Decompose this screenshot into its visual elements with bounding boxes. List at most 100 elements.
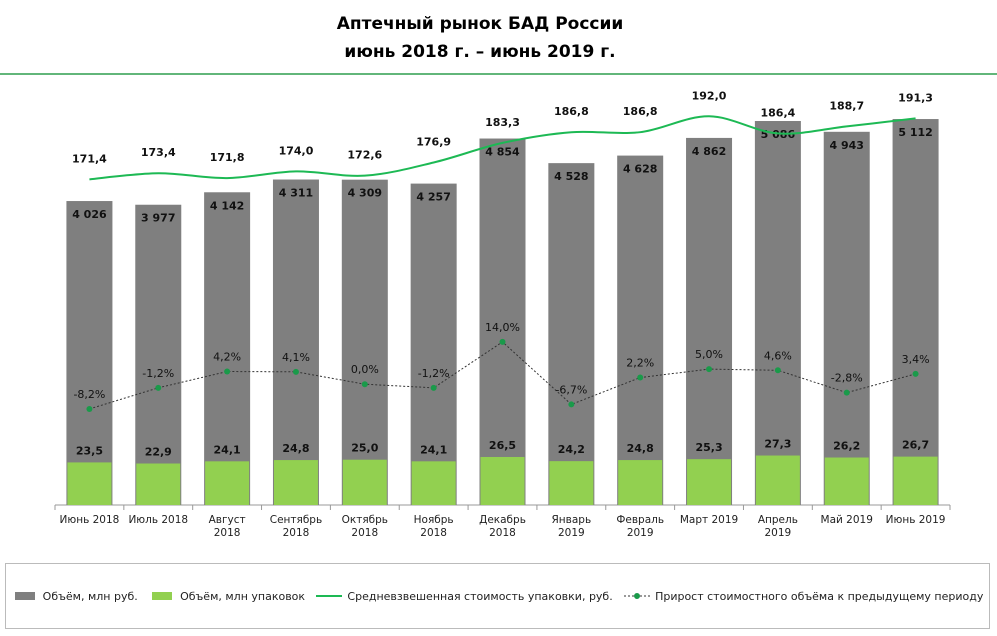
data-label: 188,7: [829, 99, 864, 112]
line: [89, 115, 916, 181]
bar: [273, 460, 318, 505]
data-label: 0,0%: [351, 363, 379, 376]
bar: [205, 461, 250, 505]
bar: [755, 455, 800, 505]
data-label: 23,5: [76, 444, 103, 457]
data-label: 4,6%: [764, 349, 792, 362]
bar: [754, 121, 801, 505]
x-tick-label: Июнь 2018: [59, 514, 120, 526]
point: [568, 401, 575, 408]
legend-key: [316, 595, 343, 597]
x-tick-label: Декабрь 2018: [479, 514, 526, 539]
bar: [410, 183, 457, 505]
bar: [548, 163, 595, 506]
point: [86, 405, 93, 412]
data-label: 22,9: [145, 446, 172, 459]
bar: [823, 131, 870, 505]
legend-label: Прирост стоимостного объёма к предыдущем…: [655, 589, 984, 603]
bar: [824, 457, 869, 505]
data-label: 3,4%: [902, 353, 930, 366]
data-label: 5 112: [898, 126, 932, 139]
data-label: 4,1%: [282, 351, 310, 364]
data-label: 4 311: [279, 187, 313, 200]
legend: Объём, млн руб. Объём, млн упаковок Средне…: [5, 563, 990, 629]
point: [292, 368, 299, 375]
data-label: 174,0: [279, 144, 314, 157]
point: [499, 338, 506, 345]
data-label: 4 628: [623, 163, 657, 176]
data-label: 24,8: [627, 442, 654, 455]
data-label: 192,0: [692, 89, 727, 102]
legend-item: Средневзвешенная стоимость упаковки, руб…: [316, 589, 613, 603]
data-label: -1,2%: [418, 367, 450, 380]
data-label: 172,6: [347, 149, 382, 162]
data-label: 26,2: [833, 440, 860, 453]
data-label: 4,2%: [213, 351, 241, 364]
point: [912, 370, 919, 377]
data-label: 176,9: [416, 135, 451, 148]
bar: [136, 463, 181, 505]
data-label: 183,3: [485, 116, 520, 129]
data-label: 4 257: [416, 191, 450, 204]
data-label: 5 086: [761, 128, 796, 141]
x-tick-label: Январь 2019: [551, 514, 592, 539]
bar: [342, 459, 387, 505]
legend-item: Объём, млн упаковок: [149, 590, 305, 603]
x-tick-label: Сентябрь 2018: [269, 514, 323, 539]
bar: [549, 461, 594, 505]
legend-label: Средневзвешенная стоимость упаковки, руб…: [347, 589, 613, 603]
data-label: 173,4: [141, 146, 176, 159]
bar: [272, 179, 319, 505]
data-label: 4 309: [348, 187, 382, 200]
data-label: 27,3: [764, 438, 791, 451]
legend-item: Объём, млн руб.: [12, 590, 138, 603]
data-label: 24,2: [558, 443, 585, 456]
data-label: 24,8: [282, 442, 309, 455]
data-label: 3 977: [141, 212, 175, 225]
data-label: 4 528: [554, 170, 588, 183]
data-label: 14,0%: [485, 321, 520, 334]
point: [430, 384, 437, 391]
legend-key: [624, 593, 651, 599]
x-tick-label: Октябрь 2018: [341, 514, 388, 539]
chart: Аптечный рынок БАД России июнь 2018 г. –…: [0, 14, 997, 510]
point: [155, 384, 162, 391]
legend-item: Прирост стоимостного объёма к предыдущем…: [624, 590, 983, 603]
chart-title: Аптечный рынок БАД России: [337, 14, 624, 34]
point: [774, 367, 781, 374]
x-tick-label: Март 2019: [679, 514, 739, 526]
data-label: 186,8: [554, 105, 589, 118]
bar: [686, 137, 733, 505]
x-tick-label: Апрель 2019: [757, 514, 798, 539]
x-tick-label: Ноябрь 2018: [413, 514, 454, 539]
x-tick-label: Август 2018: [208, 514, 246, 539]
data-label: 4 862: [692, 145, 726, 158]
bar: [341, 179, 388, 505]
bar: [204, 192, 251, 506]
data-label: -2,8%: [831, 372, 863, 385]
legend-swatch: [634, 593, 641, 599]
point: [361, 381, 368, 388]
data-label: 186,8: [623, 105, 658, 118]
data-label: 5,0%: [695, 348, 723, 361]
bar: [479, 138, 526, 505]
data-label: 25,3: [695, 441, 722, 454]
legend-key: [14, 592, 35, 600]
bar: [67, 462, 112, 505]
bar: [480, 456, 525, 505]
legend-swatch: [14, 592, 35, 600]
chart-subtitle: июнь 2018 г. – июнь 2019 г.: [344, 42, 615, 62]
data-label: 4 142: [210, 199, 244, 212]
data-label: -1,2%: [142, 367, 174, 380]
data-label: -8,2%: [73, 388, 105, 401]
x-tick-label: Июнь 2019: [885, 514, 946, 526]
data-label: 26,7: [902, 439, 929, 452]
data-label: 4 026: [72, 208, 107, 221]
data-label: 25,0: [351, 442, 378, 455]
bar: [618, 460, 663, 505]
data-label: 171,8: [210, 151, 245, 164]
legend-key: [152, 592, 173, 600]
bar: [892, 119, 939, 505]
x-tick-label: Май 2019: [820, 514, 873, 526]
point: [637, 374, 644, 381]
